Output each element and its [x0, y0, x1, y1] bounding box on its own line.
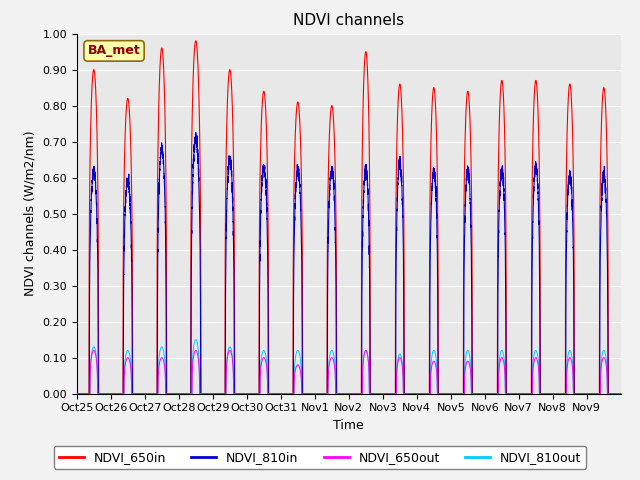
- NDVI_650out: [73, 391, 81, 396]
- NDVI_810in: [270, 391, 278, 396]
- NDVI_810in: [100, 391, 108, 396]
- Line: NDVI_650in: NDVI_650in: [77, 41, 621, 394]
- NDVI_810out: [395, 353, 403, 359]
- NDVI_810in: [506, 391, 513, 396]
- NDVI_650in: [506, 391, 513, 396]
- Y-axis label: NDVI channels (W/m2/nm): NDVI channels (W/m2/nm): [24, 131, 36, 297]
- NDVI_650in: [100, 391, 108, 396]
- NDVI_650out: [100, 391, 108, 396]
- NDVI_810in: [192, 130, 200, 135]
- NDVI_650in: [419, 391, 426, 396]
- Title: NDVI channels: NDVI channels: [293, 13, 404, 28]
- NDVI_810out: [476, 391, 484, 396]
- NDVI_810out: [73, 391, 81, 396]
- NDVI_650out: [395, 356, 403, 362]
- NDVI_650out: [419, 391, 426, 396]
- Line: NDVI_810out: NDVI_810out: [77, 340, 621, 394]
- Text: BA_met: BA_met: [88, 44, 140, 58]
- NDVI_650in: [73, 391, 81, 396]
- NDVI_810out: [100, 391, 108, 396]
- NDVI_810out: [506, 391, 513, 396]
- Line: NDVI_810in: NDVI_810in: [77, 132, 621, 394]
- NDVI_650out: [617, 391, 625, 396]
- NDVI_810out: [617, 391, 625, 396]
- NDVI_650in: [192, 38, 200, 44]
- Line: NDVI_650out: NDVI_650out: [77, 350, 621, 394]
- NDVI_650out: [90, 348, 97, 353]
- NDVI_650out: [506, 391, 513, 396]
- NDVI_810in: [73, 391, 81, 396]
- NDVI_650out: [270, 391, 278, 396]
- X-axis label: Time: Time: [333, 419, 364, 432]
- NDVI_810out: [270, 391, 278, 396]
- NDVI_650out: [476, 391, 484, 396]
- NDVI_650in: [395, 88, 403, 94]
- NDVI_810in: [476, 391, 484, 396]
- NDVI_650in: [617, 391, 625, 396]
- Legend: NDVI_650in, NDVI_810in, NDVI_650out, NDVI_810out: NDVI_650in, NDVI_810in, NDVI_650out, NDV…: [54, 446, 586, 469]
- NDVI_810in: [395, 167, 403, 173]
- NDVI_810out: [419, 391, 426, 396]
- NDVI_810in: [419, 391, 426, 396]
- NDVI_650in: [270, 391, 278, 396]
- NDVI_810in: [617, 391, 625, 396]
- NDVI_810out: [192, 337, 200, 343]
- NDVI_650in: [476, 391, 484, 396]
